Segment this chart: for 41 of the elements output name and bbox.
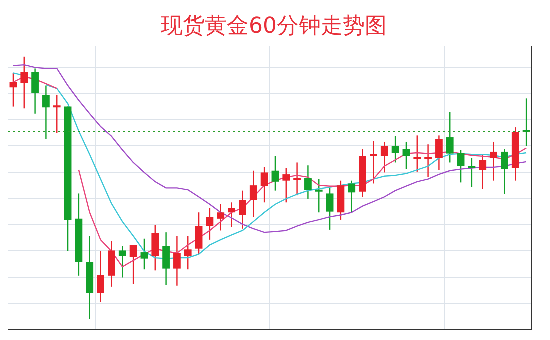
candlestick (152, 224, 160, 272)
candlestick (184, 236, 192, 270)
candlestick (206, 208, 214, 241)
candlestick (304, 165, 312, 200)
candlestick (424, 144, 432, 178)
candlestick (239, 190, 246, 230)
candlestick (282, 168, 290, 204)
candlestick (294, 162, 301, 196)
candlestick (414, 135, 422, 173)
candlestick (228, 202, 236, 228)
candlestick (380, 141, 388, 174)
candlestick (326, 188, 334, 231)
candlestick (490, 141, 498, 182)
candlestick (348, 180, 356, 214)
candlestick (130, 244, 138, 285)
candlestick (20, 56, 28, 110)
candlestick (195, 212, 203, 255)
candlestick (446, 111, 454, 164)
candlestick (97, 250, 104, 303)
candlestick (140, 238, 148, 270)
candlestick (42, 85, 50, 140)
candlestick (272, 156, 280, 192)
candlestick (32, 68, 39, 114)
candlestick (468, 158, 476, 188)
candlestick (436, 135, 443, 171)
candlestick (370, 140, 378, 184)
candlestick (479, 154, 487, 190)
candlestick (217, 204, 225, 232)
candlestick (315, 178, 323, 214)
candlestick (53, 94, 61, 134)
candlestick (118, 246, 126, 278)
candlestick (260, 166, 268, 204)
candlestick (162, 232, 170, 286)
candlestick (10, 72, 18, 108)
candlestick (174, 236, 181, 286)
candlestick (250, 170, 258, 218)
candlestick (501, 148, 508, 196)
chart-title: 现货黄金60分钟走势图 (161, 14, 387, 39)
candlestick (402, 141, 410, 170)
candlestick (392, 136, 400, 164)
candlestick (457, 150, 465, 184)
